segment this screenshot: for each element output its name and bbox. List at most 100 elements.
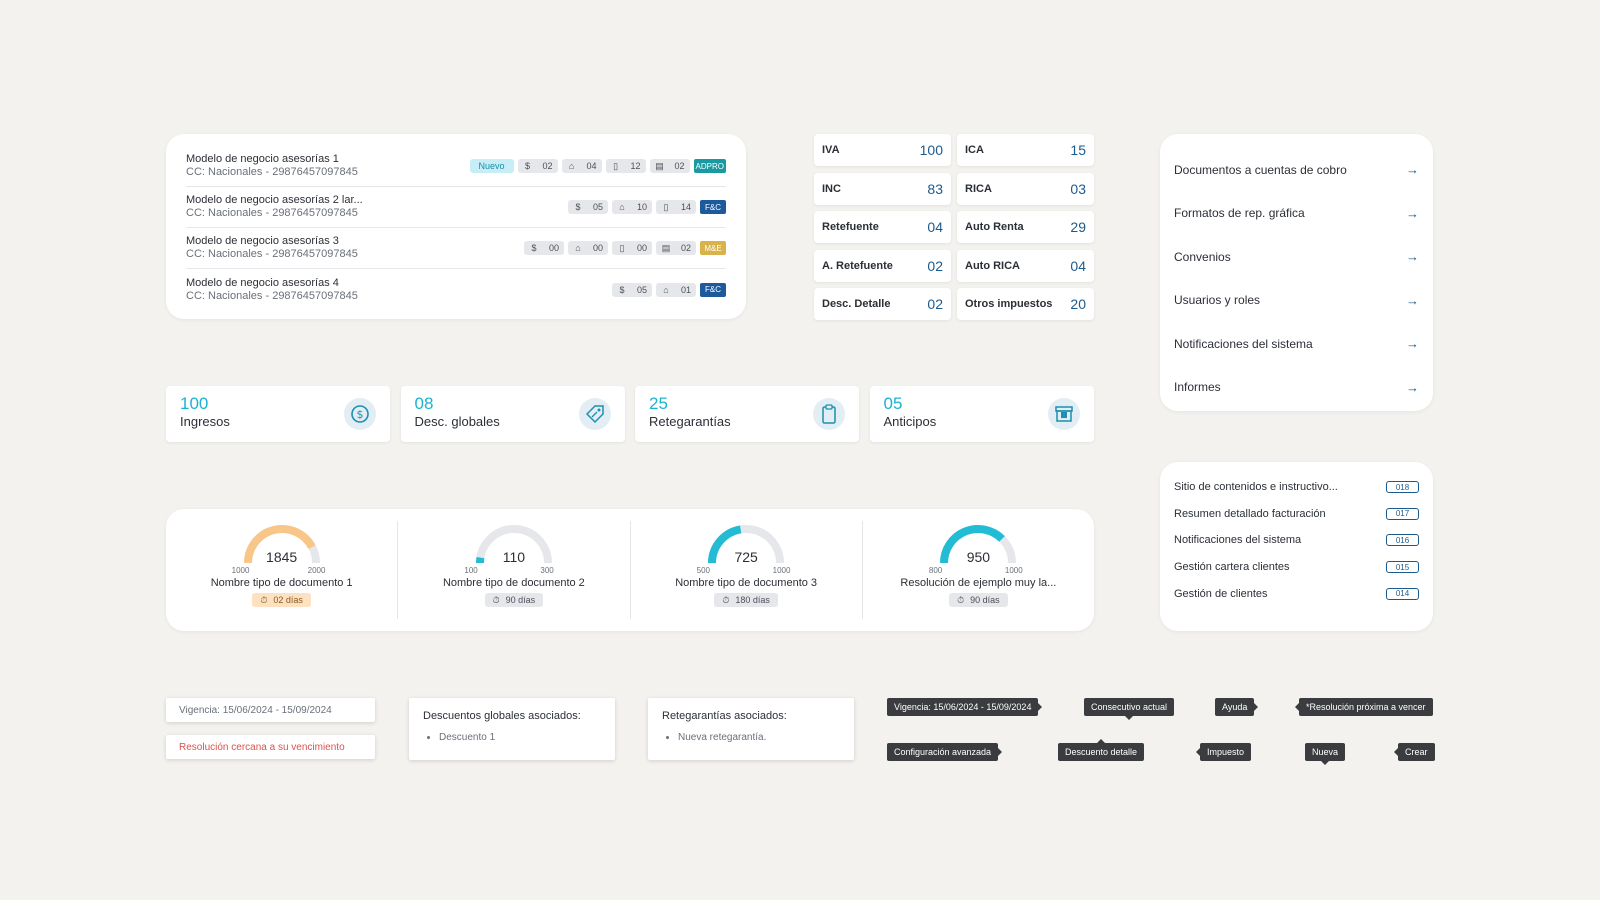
tax-count: 04 xyxy=(1070,257,1086,274)
clipboard-icon: ▯ xyxy=(663,201,669,212)
resolution-warning-text: Resolución cercana a su vencimiento xyxy=(179,741,345,753)
tax-item[interactable]: A. Retefuente 02 xyxy=(814,249,951,282)
tax-count: 100 xyxy=(919,142,943,158)
recent-item[interactable]: Gestión de clientes 014 xyxy=(1174,580,1419,607)
recent-item[interactable]: Notificaciones del sistema 016 xyxy=(1174,527,1419,554)
tax-item[interactable]: Auto Renta 29 xyxy=(957,211,1094,243)
tax-name: RICA xyxy=(965,182,992,195)
gauge-item[interactable]: 725 500 1000 Nombre tipo de documento 3 ⏱ 180… xyxy=(629,521,862,619)
tax-item[interactable]: Auto RICA 04 xyxy=(957,249,1094,282)
menu-item[interactable]: Informes → xyxy=(1174,366,1419,410)
count-chip: ⌂ 04 xyxy=(561,159,602,173)
gauge-value: 725 xyxy=(734,549,758,565)
count-value: 00 xyxy=(592,243,603,253)
arrow-right-icon: → xyxy=(1406,336,1419,352)
model-row[interactable]: Modelo de negocio asesorías 3 CC: Naciona… xyxy=(186,228,726,269)
count-value: 02 xyxy=(674,161,685,171)
resolution-warning-box: Resolución cercana a su vencimiento xyxy=(166,735,375,759)
kpi-label: Anticipos xyxy=(883,414,937,429)
stopwatch-icon: ⏱ xyxy=(722,594,730,605)
gauge-item[interactable]: 110 100 300 Nombre tipo de documento 2 ⏱ 90 d… xyxy=(397,521,629,619)
tag-icon: ⌂ xyxy=(575,243,581,253)
tax-item[interactable]: Desc. Detalle 02 xyxy=(814,288,951,320)
menu-item[interactable]: Notificaciones del sistema → xyxy=(1174,322,1419,366)
menu-item[interactable]: Convenios → xyxy=(1174,235,1419,279)
dollar-icon: $ xyxy=(575,202,581,212)
menu-item-label: Documentos a cuentas de cobro xyxy=(1174,162,1347,177)
menu-item-label: Convenios xyxy=(1174,249,1231,264)
descuentos-panel: Descuentos globales asociados: Descuento… xyxy=(409,698,615,760)
gauge-document-name: Nombre tipo de documento 3 xyxy=(675,577,818,589)
tax-name: ICA xyxy=(965,144,984,156)
model-row[interactable]: Modelo de negocio asesorías 2 lar... CC: … xyxy=(186,187,726,228)
model-cost-center: CC: Nacionales - 29876457097845 xyxy=(186,166,358,178)
tax-item[interactable]: Otros impuestos 20 xyxy=(957,288,1094,320)
tax-item[interactable]: INC 83 xyxy=(814,172,951,205)
svg-text:$: $ xyxy=(357,408,364,421)
arrow-right-icon: → xyxy=(1406,292,1419,308)
gauge-chart xyxy=(708,525,785,564)
tax-name: Auto RICA xyxy=(965,259,1020,272)
kpi-card[interactable]: 08 Desc. globales xyxy=(400,386,625,442)
count-value: 02 xyxy=(542,161,553,171)
gauge-item[interactable]: 950 800 1000 Resolución de ejemplo muy la..… xyxy=(861,521,1094,619)
vigencia-text: Vigencia: 15/06/2024 - 15/09/2024 xyxy=(179,704,332,716)
gauge-fill xyxy=(940,525,1006,564)
kpi-value: 05 xyxy=(883,394,903,413)
recent-item-code: 015 xyxy=(1386,561,1419,574)
model-text: Modelo de negocio asesorías 3 CC: Naciona… xyxy=(186,235,358,261)
tax-item[interactable]: IVA 100 xyxy=(814,134,951,166)
tooltip-resolucion: *Resolución próxima a vencer xyxy=(1295,698,1433,716)
model-row[interactable]: Modelo de negocio asesorías 1 CC: Naciona… xyxy=(186,146,726,187)
recent-item[interactable]: Gestión cartera clientes 015 xyxy=(1174,554,1419,581)
company-tag: M&E xyxy=(700,241,726,255)
tax-item[interactable]: RICA 03 xyxy=(957,172,1094,205)
archive-icon: ▤ xyxy=(661,242,671,253)
kpi-label: Ingresos xyxy=(180,414,230,429)
model-row[interactable]: Modelo de negocio asesorías 4 CC: Naciona… xyxy=(186,269,726,310)
new-badge: Nuevo xyxy=(469,159,514,173)
days-badge: ⏱ 02 días xyxy=(252,593,311,607)
tag-icon: ⌂ xyxy=(663,284,669,295)
tag-icon: ⌂ xyxy=(568,161,575,171)
tax-count: 02 xyxy=(927,296,943,312)
model-text: Modelo de negocio asesorías 1 CC: Naciona… xyxy=(186,153,358,179)
model-name: Modelo de negocio asesorías 3 xyxy=(186,235,339,247)
kpi-card[interactable]: 05 Anticipos xyxy=(869,386,1094,442)
recent-item[interactable]: Resumen detallado facturación 017 xyxy=(1174,501,1419,528)
gauge-value: 110 xyxy=(502,549,526,565)
menu-item-label: Notificaciones del sistema xyxy=(1174,336,1313,351)
tax-count: 04 xyxy=(927,219,943,235)
tax-name: IVA xyxy=(822,144,840,156)
retegarantias-title: Retegarantías asociados: xyxy=(662,710,787,722)
menu-item[interactable]: Formatos de rep. gráfica → xyxy=(1174,192,1419,236)
days-value: 90 días xyxy=(970,595,1000,605)
count-chip: ⌂ 01 xyxy=(656,282,696,297)
recent-item-code: 014 xyxy=(1386,587,1419,600)
gauge-fill xyxy=(243,525,316,564)
tooltip-nueva: Nueva xyxy=(1305,743,1346,765)
count-value: 02 xyxy=(680,243,691,253)
tax-name: Auto Renta xyxy=(965,221,1024,233)
gauge-item[interactable]: 1845 1000 2000 Nombre tipo de documento 1 ⏱ 0… xyxy=(166,521,397,619)
count-value: 10 xyxy=(636,202,647,212)
descuentos-title: Descuentos globales asociados: xyxy=(423,710,581,722)
gauge-chart xyxy=(940,525,1017,564)
tax-item[interactable]: ICA 15 xyxy=(957,134,1094,166)
kpi-card[interactable]: 25 Retegarantías xyxy=(635,386,859,442)
kpi-card[interactable]: 100 Ingresos $ xyxy=(166,386,390,442)
menu-item[interactable]: Usuarios y roles → xyxy=(1174,279,1419,323)
recent-item[interactable]: Sitio de contenidos e instructivo... 018 xyxy=(1174,474,1419,501)
tax-count: 03 xyxy=(1070,180,1086,197)
menu-item[interactable]: Documentos a cuentas de cobro → xyxy=(1174,148,1419,192)
kpi-label: Retegarantías xyxy=(649,414,731,429)
tax-name: INC xyxy=(822,182,841,195)
archive-box-icon xyxy=(1047,398,1080,430)
retegarantia-item: Nueva retegarantía. xyxy=(678,732,840,743)
days-badge: ⏱ 90 días xyxy=(949,593,1008,607)
tooltip-consecutivo: Consecutivo actual xyxy=(1084,698,1175,720)
model-badges: $05 ⌂ 10 ▯ 14 F&C xyxy=(568,200,726,214)
archive-icon: ▤ xyxy=(655,160,664,171)
tax-item[interactable]: Retefuente 04 xyxy=(814,211,951,243)
gauge-value: 1845 xyxy=(266,549,298,565)
